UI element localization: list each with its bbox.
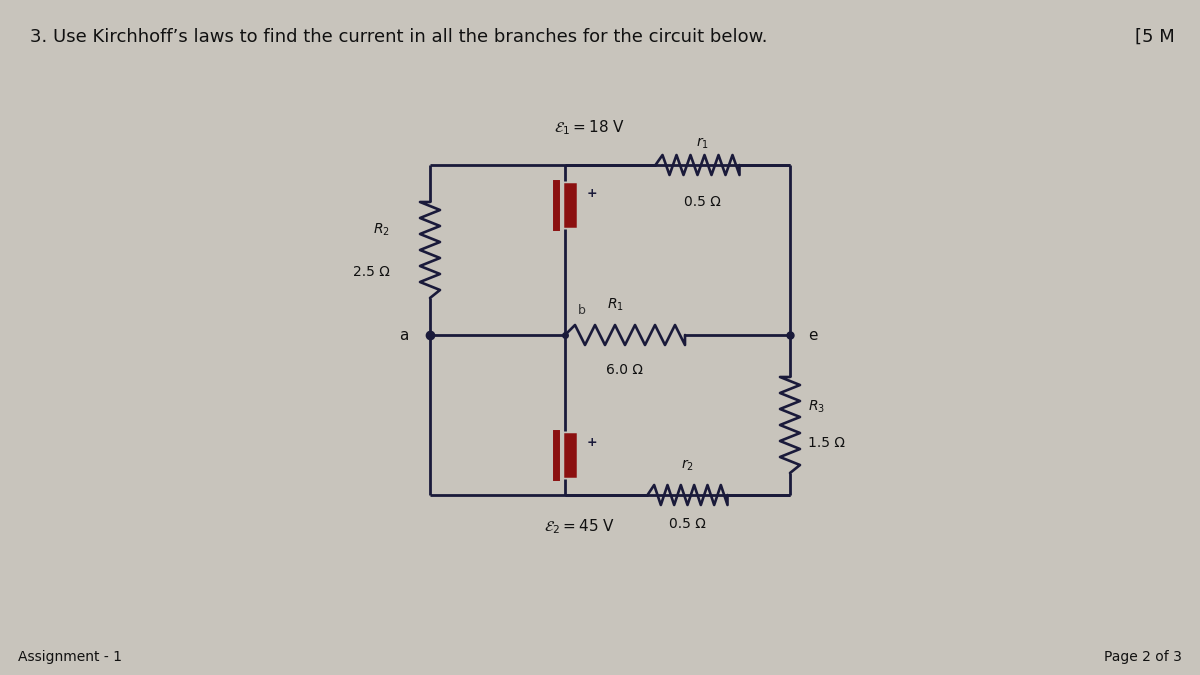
Text: Page 2 of 3: Page 2 of 3 bbox=[1104, 650, 1182, 664]
Text: 0.5 Ω: 0.5 Ω bbox=[684, 195, 721, 209]
Text: 1.5 Ω: 1.5 Ω bbox=[808, 436, 845, 450]
Text: $\mathcal{E}_2 = 45$ V: $\mathcal{E}_2 = 45$ V bbox=[545, 517, 616, 536]
Text: $R_2$: $R_2$ bbox=[373, 222, 390, 238]
Text: [5 M: [5 M bbox=[1135, 28, 1175, 46]
Text: 6.0 Ω: 6.0 Ω bbox=[606, 363, 643, 377]
Text: Assignment - 1: Assignment - 1 bbox=[18, 650, 122, 664]
Text: +: + bbox=[587, 186, 598, 200]
Text: +: + bbox=[587, 437, 598, 450]
Text: 2.5 Ω: 2.5 Ω bbox=[353, 265, 390, 279]
Text: $R_1$: $R_1$ bbox=[606, 296, 624, 313]
Text: 3. Use Kirchhoff’s laws to find the current in all the branches for the circuit : 3. Use Kirchhoff’s laws to find the curr… bbox=[30, 28, 768, 46]
Text: $r_1$: $r_1$ bbox=[696, 136, 709, 151]
Text: 0.5 Ω: 0.5 Ω bbox=[670, 517, 706, 531]
Text: $\mathcal{E}_1 = 18$ V: $\mathcal{E}_1 = 18$ V bbox=[554, 118, 625, 137]
Text: b: b bbox=[578, 304, 586, 317]
Text: $r_2$: $r_2$ bbox=[682, 458, 694, 473]
Text: e: e bbox=[808, 327, 817, 342]
Text: a: a bbox=[398, 327, 408, 342]
Text: $R_3$: $R_3$ bbox=[808, 399, 826, 415]
